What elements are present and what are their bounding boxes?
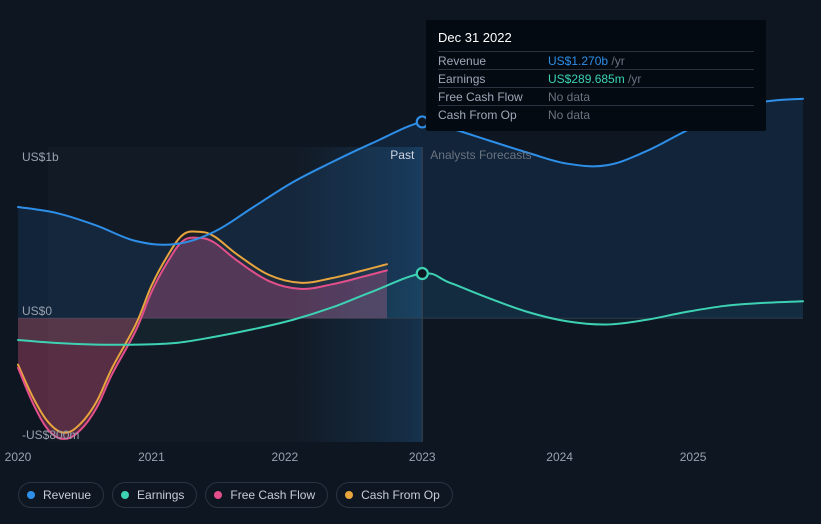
tooltip-row-label: Cash From Op xyxy=(438,108,548,122)
tooltip-title: Dec 31 2022 xyxy=(438,28,754,51)
x-axis-labels: 2020 2021 2022 2023 2024 2025 xyxy=(0,450,821,466)
x-axis-tick-label: 2023 xyxy=(409,450,436,464)
tooltip-row: EarningsUS$289.685m /yr xyxy=(438,69,754,87)
tooltip-row-value: No data xyxy=(548,90,754,104)
x-axis-tick-label: 2022 xyxy=(272,450,299,464)
legend-dot-icon xyxy=(27,491,35,499)
forecast-label: Analysts Forecasts xyxy=(430,148,531,162)
tooltip-row-value: US$1.270b /yr xyxy=(548,54,754,68)
y-axis-tick-label: -US$800m xyxy=(22,428,79,442)
tooltip-row: Free Cash FlowNo data xyxy=(438,87,754,105)
y-axis-tick-label: US$1b xyxy=(22,150,59,164)
legend-item-free-cash-flow[interactable]: Free Cash Flow xyxy=(205,482,328,508)
legend-item-label: Cash From Op xyxy=(361,488,440,502)
legend-dot-icon xyxy=(345,491,353,499)
tooltip-row-label: Revenue xyxy=(438,54,548,68)
tooltip-row: Cash From OpNo data xyxy=(438,105,754,123)
legend-item-label: Earnings xyxy=(137,488,184,502)
legend-dot-icon xyxy=(214,491,222,499)
chart-container: US$1bUS$0-US$800m 2020202120222023202420… xyxy=(0,0,821,524)
x-axis-tick-label: 2024 xyxy=(546,450,573,464)
series-marker xyxy=(417,268,428,279)
legend-item-label: Revenue xyxy=(43,488,91,502)
y-axis-tick-label: US$0 xyxy=(22,304,52,318)
x-axis-tick-label: 2025 xyxy=(680,450,707,464)
legend-item-label: Free Cash Flow xyxy=(230,488,315,502)
legend: Revenue Earnings Free Cash Flow Cash From O… xyxy=(18,482,453,508)
tooltip-row-value: No data xyxy=(548,108,754,122)
legend-item-earnings[interactable]: Earnings xyxy=(112,482,197,508)
x-axis-tick-label: 2021 xyxy=(138,450,165,464)
x-axis-tick-label: 2020 xyxy=(5,450,32,464)
tooltip-row-value: US$289.685m /yr xyxy=(548,72,754,86)
past-label: Past xyxy=(390,148,414,162)
legend-item-revenue[interactable]: Revenue xyxy=(18,482,104,508)
legend-dot-icon xyxy=(121,491,129,499)
legend-item-cash-from-op[interactable]: Cash From Op xyxy=(336,482,453,508)
tooltip-row: RevenueUS$1.270b /yr xyxy=(438,51,754,69)
tooltip-row-label: Earnings xyxy=(438,72,548,86)
tooltip-row-label: Free Cash Flow xyxy=(438,90,548,104)
tooltip-panel: Dec 31 2022 RevenueUS$1.270b /yrEarnings… xyxy=(426,20,766,131)
